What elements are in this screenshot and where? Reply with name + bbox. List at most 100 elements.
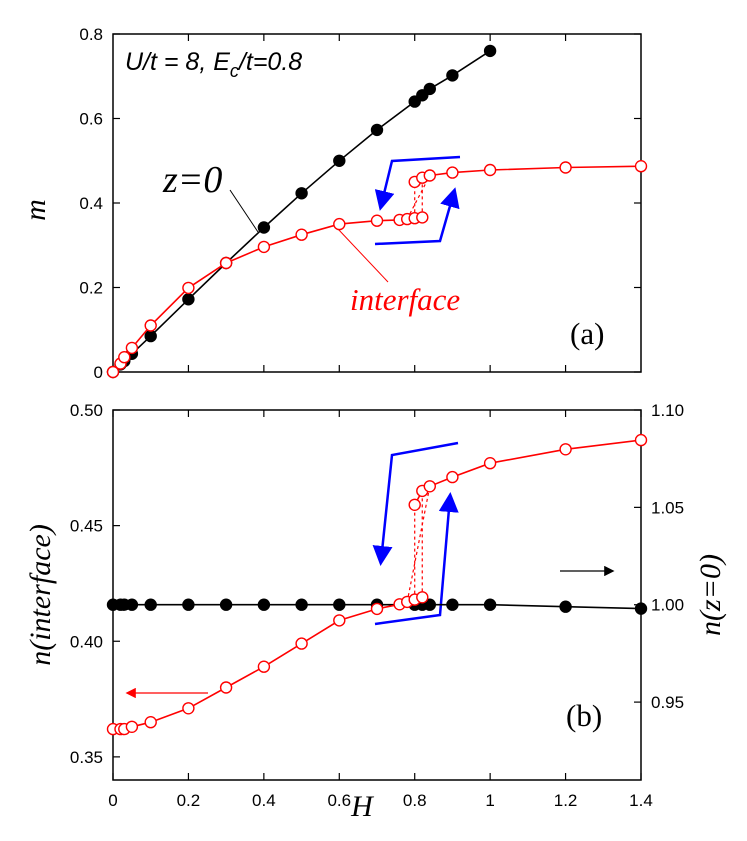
panel-b: 0.35 0.40 0.45 0.50 0.95 1.00 1.05 1.10 0 0.2 0.… xyxy=(24,401,727,823)
interface-density-dashed-link xyxy=(406,486,431,603)
interface-magnetization-dashed-link xyxy=(406,175,431,220)
panel-b-hysteresis-down-arrow xyxy=(372,441,459,566)
interface-density-point xyxy=(333,614,346,627)
interface-magnetization-point xyxy=(559,161,572,174)
x-tick-label: 0.2 xyxy=(177,791,201,810)
z0-density-point xyxy=(295,598,308,611)
x-tick-labels: 0 0.2 0.4 0.6 0.8 1 1.2 1.4 xyxy=(108,791,653,810)
z0-density-point xyxy=(125,598,139,611)
x-tick-label: 0.8 xyxy=(403,791,427,810)
panel-a-y-tick-label: 0.6 xyxy=(79,110,103,129)
interface-magnetization-point xyxy=(333,217,346,231)
panel-b-label: (b) xyxy=(566,698,602,733)
panel-b-left-axis-label: n(interface) xyxy=(24,524,57,666)
parameter-annotation: U/t = 8, Ec/t=0.8 xyxy=(125,48,302,81)
panel-b-left-tick-label: 0.40 xyxy=(70,632,103,651)
interface-magnetization-point xyxy=(219,256,233,270)
z0-density-point xyxy=(182,598,195,611)
interface-density-point xyxy=(257,660,271,673)
interface-magnetization-point xyxy=(144,319,157,332)
panel-b-right-tick-label: 1.05 xyxy=(651,498,684,517)
z0-density-point xyxy=(333,598,346,611)
x-axis-label: H xyxy=(350,790,375,823)
panel-a-y-tick-label: 0.4 xyxy=(79,194,103,213)
z0-magnetization-point xyxy=(370,123,384,137)
interface-density-point xyxy=(182,702,195,715)
interface-magnetization-point xyxy=(106,365,120,379)
interface-density-point xyxy=(370,602,384,616)
z0-density-point xyxy=(483,598,497,611)
x-tick-label: 0.4 xyxy=(252,791,276,810)
interface-density-point xyxy=(483,457,497,470)
panel-a-y-tick-label: 0 xyxy=(94,363,103,382)
interface-magnetization-point xyxy=(125,341,139,355)
interface-magnetization-point xyxy=(634,159,648,173)
interface-density-point xyxy=(634,433,648,447)
panel-a-hysteresis-down-arrow xyxy=(374,155,461,211)
interface-magnetization-point xyxy=(416,211,429,224)
interface-magnetization-point xyxy=(182,281,195,295)
panel-b-right-axis-label: n(z=0) xyxy=(694,554,727,636)
panel-b-left-tick-labels: 0.35 0.40 0.45 0.50 xyxy=(70,401,103,767)
panel-a-y-tick-labels: 0 0.2 0.4 0.6 0.8 xyxy=(79,25,103,382)
z0-magnetization-point xyxy=(483,44,497,58)
x-tick-label: 1 xyxy=(485,791,494,810)
z0-density-point xyxy=(144,598,157,611)
z0-magnetization-point xyxy=(295,187,308,200)
interface-density-point xyxy=(416,591,429,604)
panel-b-right-tick-label: 1.10 xyxy=(651,401,684,420)
interface-density-point xyxy=(295,637,308,650)
z0-density-point xyxy=(446,598,459,611)
panel-b-frame xyxy=(112,409,642,781)
interface-density-point xyxy=(559,443,572,456)
interface-density-point xyxy=(219,681,233,694)
interface-magnetization-point xyxy=(257,240,271,254)
z0-series-label: z=0 xyxy=(162,159,222,201)
interface-density-point xyxy=(144,716,157,729)
panel-a-y-tick-label: 0.8 xyxy=(79,25,103,44)
z0-density-point xyxy=(257,598,271,611)
z0-magnetization-point xyxy=(333,154,346,168)
interface-magnetization-point xyxy=(446,166,459,179)
x-tick-label: 0 xyxy=(108,791,117,810)
panel-a: 0 0.2 0.4 0.6 0.8 m U/t = 8, Ec/t=0.8 (a) z=… xyxy=(19,25,648,382)
interface-density-point xyxy=(408,498,421,511)
z0-density-point xyxy=(559,600,572,613)
interface-leader-line xyxy=(337,228,389,283)
interface-magnetization-point xyxy=(483,163,497,177)
z0-magnetization-point xyxy=(423,82,436,96)
panel-a-frame xyxy=(112,33,642,373)
z0-density-point xyxy=(634,602,648,615)
x-tick-label: 1.4 xyxy=(629,791,653,810)
interface-series-label: interface xyxy=(350,282,460,317)
z0-magnetization-line xyxy=(112,50,491,373)
panel-b-right-tick-labels: 0.95 1.00 1.05 1.10 xyxy=(651,401,684,712)
interface-density-point xyxy=(125,720,139,733)
z0-magnetization-point xyxy=(144,329,157,343)
x-tick-label: 0.6 xyxy=(327,791,351,810)
panel-a-y-axis-label: m xyxy=(19,199,52,221)
interface-magnetization-point xyxy=(295,228,308,241)
panel-b-data xyxy=(106,433,648,736)
panel-a-data xyxy=(106,44,648,379)
interface-density-point xyxy=(446,470,459,484)
interface-magnetization-point xyxy=(423,169,436,182)
z0-magnetization-point xyxy=(257,221,271,234)
panel-a-hysteresis-up-arrow xyxy=(374,187,460,246)
panel-b-right-tick-label: 0.95 xyxy=(651,693,684,712)
panel-a-ticks xyxy=(113,33,641,373)
panel-b-ticks xyxy=(112,409,642,780)
z0-density-point xyxy=(219,598,233,611)
panel-a-label: (a) xyxy=(570,316,604,351)
z0-density-point xyxy=(423,598,436,611)
z0-magnetization-point xyxy=(182,293,195,306)
panel-b-left-tick-label: 0.45 xyxy=(70,517,103,536)
panel-b-right-tick-label: 1.00 xyxy=(651,596,684,615)
z0-magnetization-point xyxy=(446,69,459,82)
panel-b-hysteresis-up-arrow xyxy=(374,492,459,626)
interface-magnetization-point xyxy=(370,214,384,227)
z0-leader-line xyxy=(229,189,259,233)
panel-b-left-tick-label: 0.35 xyxy=(70,748,103,767)
panel-a-y-tick-label: 0.2 xyxy=(79,279,103,298)
